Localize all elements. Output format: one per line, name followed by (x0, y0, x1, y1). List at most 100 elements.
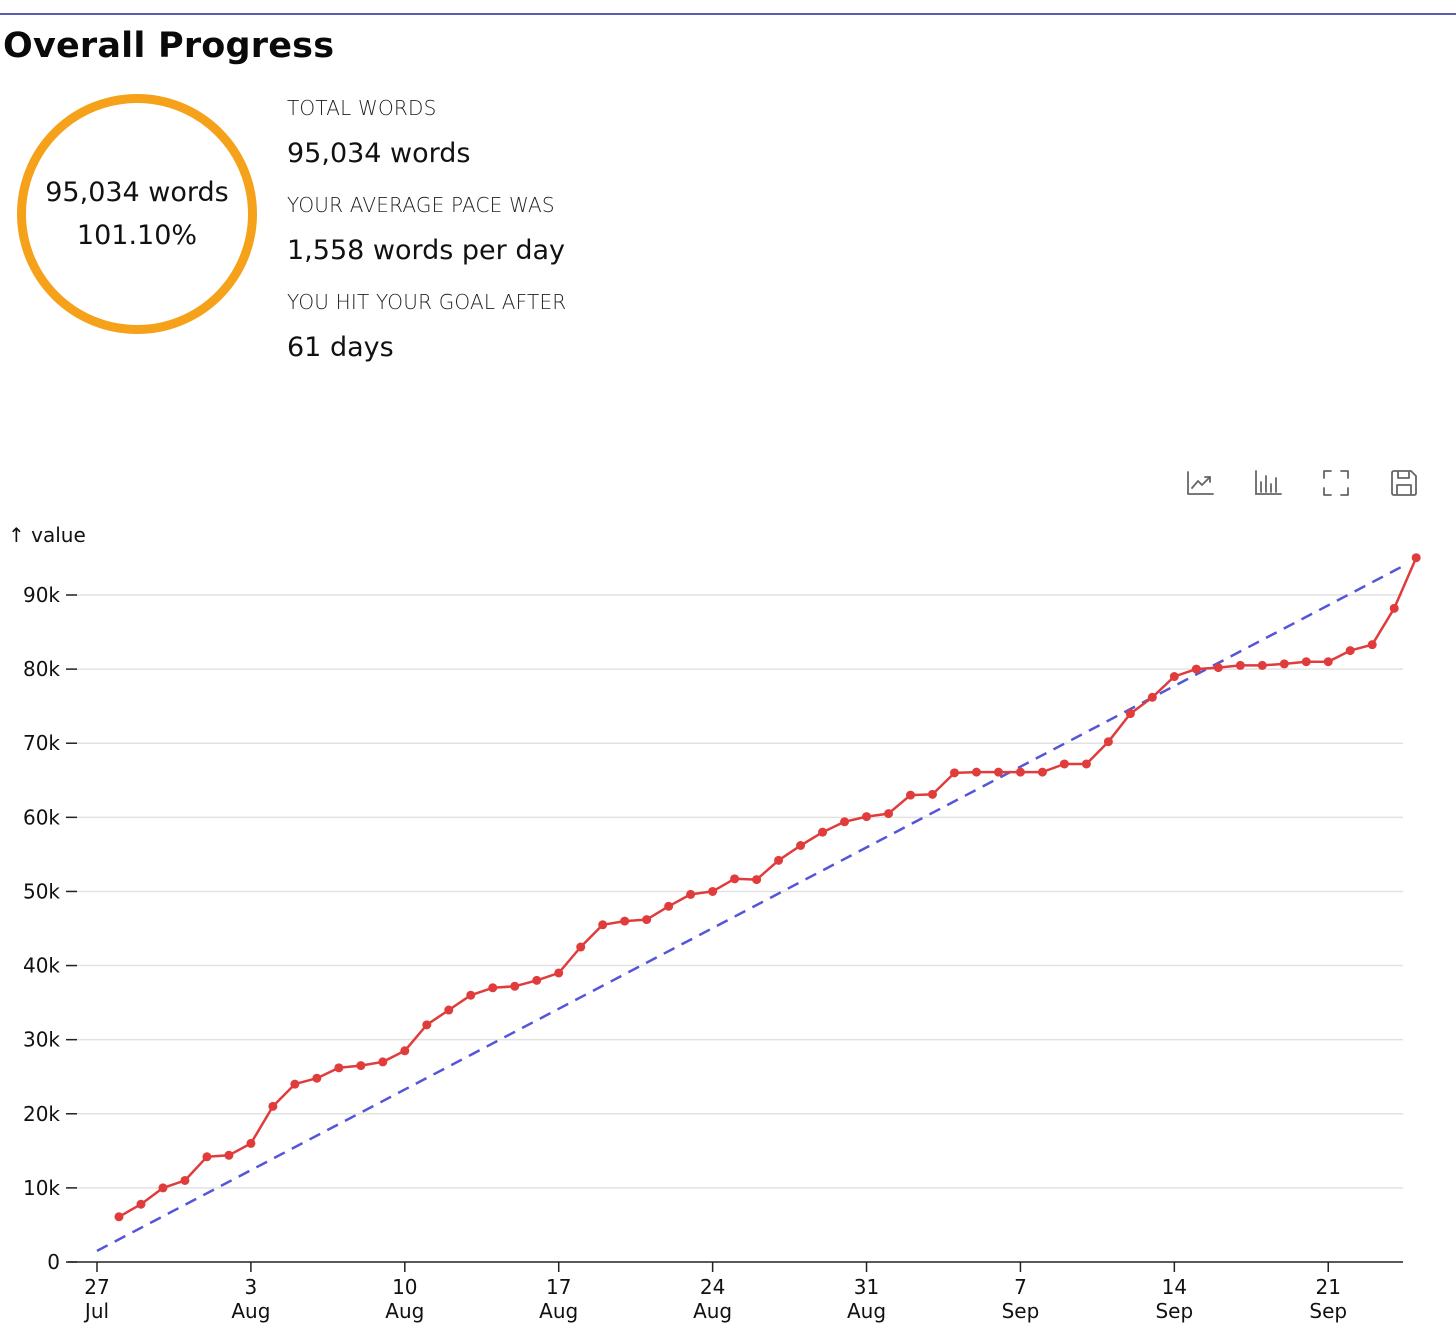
grid-lines (68, 594, 1403, 1189)
stat-total-words-label: TOTAL WORDS (287, 96, 437, 120)
words-data-point (884, 809, 894, 819)
x-tick-day-label: 10 (392, 1275, 417, 1299)
x-tick-day-label: 31 (854, 1275, 879, 1299)
y-tick-label: 30k (23, 1028, 60, 1052)
fullscreen-icon[interactable] (1319, 466, 1353, 500)
stat-average-pace-label: YOUR AVERAGE PACE WAS (287, 193, 555, 217)
words-data-point (1279, 659, 1289, 669)
words-data-point (136, 1199, 146, 1209)
words-data-point (268, 1101, 278, 1111)
words-data-point (730, 874, 740, 884)
axes: 010k20k30k40k50k60k70k80k90k27Jul3Aug10A… (23, 583, 1403, 1323)
y-tick-label: 70k (23, 731, 60, 755)
words-data-point (752, 875, 762, 885)
words-data-point (1191, 664, 1201, 674)
line-chart-icon[interactable] (1183, 466, 1217, 500)
words-data-point (840, 817, 850, 827)
y-tick-label: 10k (23, 1176, 60, 1200)
y-tick-label: 90k (23, 583, 60, 607)
words-data-point (466, 990, 476, 1000)
words-data-point (576, 942, 586, 952)
goal-pace-line (96, 564, 1404, 1253)
x-tick-month-label: Aug (847, 1299, 886, 1323)
words-data-point (290, 1079, 300, 1089)
words-data-point (598, 920, 608, 930)
words-data-point (202, 1152, 212, 1162)
words-data-point (422, 1020, 432, 1030)
y-tick-label: 60k (23, 805, 60, 829)
words-data-point (1169, 672, 1179, 682)
words-data-point (378, 1057, 388, 1067)
x-tick-month-label: Aug (231, 1299, 270, 1323)
x-tick-month-label: Jul (83, 1299, 109, 1323)
stat-goal-days-label: YOU HIT YOUR GOAL AFTER (287, 290, 567, 314)
words-data-point (1389, 603, 1399, 613)
stat-total-words-value: 95,034 words (287, 138, 471, 169)
words-data-point (1147, 692, 1157, 702)
ring-percent: 101.10% (76, 219, 198, 251)
series-layer (96, 553, 1421, 1253)
words-data-point (949, 768, 959, 778)
words-data-point (510, 981, 520, 991)
words-data-point (927, 789, 937, 799)
words-data-point (158, 1183, 168, 1193)
words-data-point (1213, 663, 1223, 673)
stats-panel: TOTAL WORDS 95,034 words YOUR AVERAGE PA… (287, 92, 566, 383)
x-tick-day-label: 27 (84, 1275, 109, 1299)
ring-word-count: 95,034 words (45, 177, 229, 209)
words-data-point (1015, 767, 1025, 777)
stat-average-pace-value: 1,558 words per day (287, 235, 565, 266)
x-tick-month-label: Sep (1002, 1299, 1040, 1323)
x-tick-day-label: 14 (1162, 1275, 1187, 1299)
words-data-point (1081, 759, 1091, 769)
bar-chart-icon[interactable] (1251, 466, 1285, 500)
progress-ring: 95,034 words 101.10% (17, 94, 257, 334)
words-data-point (1367, 640, 1377, 650)
x-tick-month-label: Sep (1309, 1299, 1347, 1323)
y-tick-label: 0 (47, 1250, 60, 1274)
x-tick-month-label: Sep (1155, 1299, 1193, 1323)
words-data-point (708, 886, 718, 896)
words-data-point (1345, 646, 1355, 656)
words-data-point (400, 1046, 410, 1056)
x-tick-day-label: 7 (1014, 1275, 1027, 1299)
y-axis-label: ↑ value (8, 523, 86, 547)
words-data-point (774, 855, 784, 865)
words-data-point (1301, 657, 1311, 667)
words-data-point (532, 975, 542, 985)
x-tick-day-label: 24 (700, 1275, 725, 1299)
words-data-point (114, 1212, 124, 1222)
words-written-line (118, 557, 1418, 1218)
save-icon[interactable] (1387, 466, 1421, 500)
words-data-point (1411, 553, 1421, 563)
words-data-point (1257, 660, 1267, 670)
words-data-point (796, 840, 806, 850)
words-data-point (1323, 657, 1333, 667)
x-tick-day-label: 21 (1316, 1275, 1341, 1299)
progress-chart: ↑ value 0 10k 20k 30k 40k 50k 60k 70k 80k 90k 27Ju… (8, 523, 1421, 1323)
top-divider (0, 13, 1456, 15)
words-data-point (664, 901, 674, 911)
words-data-point (620, 916, 630, 926)
words-data-point (246, 1138, 256, 1148)
words-data-point (1103, 737, 1113, 747)
words-data-point (1125, 709, 1135, 719)
words-data-point (1059, 759, 1069, 769)
y-tick-label: 50k (23, 879, 60, 903)
x-tick-month-label: Aug (385, 1299, 424, 1323)
x-tick-month-label: Aug (693, 1299, 732, 1323)
words-data-point (334, 1063, 344, 1073)
words-data-point (1235, 660, 1245, 670)
words-data-point (180, 1175, 190, 1185)
words-data-point (312, 1073, 322, 1083)
y-tick-label: 80k (23, 657, 60, 681)
words-data-point (862, 812, 872, 822)
words-data-point (224, 1150, 234, 1160)
words-data-point (444, 1005, 454, 1015)
words-data-point (686, 889, 696, 899)
words-data-point (906, 790, 916, 800)
words-data-point (993, 767, 1003, 777)
x-tick-day-label: 17 (546, 1275, 571, 1299)
y-tick-label: 40k (23, 954, 60, 978)
words-data-point (642, 915, 652, 925)
